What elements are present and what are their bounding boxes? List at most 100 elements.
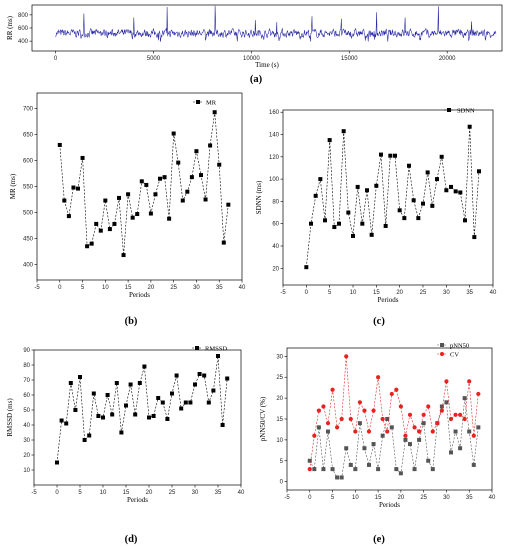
data-point-RMSSD (160, 400, 165, 405)
data-point-MR (139, 179, 144, 184)
y-tick-label: 20 (272, 266, 279, 272)
data-point-SDNN (337, 221, 341, 226)
data-point-CV (471, 433, 476, 438)
x-tick-label: 10 (350, 290, 357, 296)
data-point-MR (94, 221, 99, 226)
data-point-pNN50 (444, 400, 449, 405)
data-point-MR (103, 198, 108, 203)
x-tick-label: 0 (305, 290, 309, 296)
x-tick-label: 10 (352, 495, 359, 501)
data-point-RMSSD (151, 414, 156, 418)
x-tick-label: 35 (466, 290, 473, 296)
data-point-RMSSD (179, 406, 184, 411)
data-point-pNN50 (458, 446, 463, 451)
data-point-pNN50 (439, 404, 444, 409)
data-point-RMSSD (68, 381, 73, 385)
x-tick-label: 25 (420, 290, 427, 296)
data-point-CV (362, 408, 367, 413)
data-point-pNN50 (367, 462, 371, 467)
x-tick-label: 40 (239, 285, 246, 291)
plot-frame (33, 349, 242, 486)
y-axis-label: RMSSD (ms) (6, 398, 14, 437)
data-point-SDNN (313, 193, 318, 198)
data-point-SDNN (467, 124, 472, 129)
y-tick-label: 400 (18, 39, 29, 45)
data-point-pNN50 (467, 429, 472, 434)
data-point-CV (435, 421, 440, 426)
y-tick-label: 700 (23, 107, 34, 113)
data-point-pNN50 (430, 467, 435, 472)
data-point-RMSSD (101, 415, 105, 420)
data-point-RMSSD (55, 460, 59, 465)
data-point-pNN50 (453, 429, 458, 434)
y-tick-label: 90 (23, 348, 30, 354)
data-point-pNN50 (339, 475, 344, 480)
plot-frame (286, 347, 493, 491)
data-point-pNN50 (389, 425, 394, 430)
x-tick-label: 40 (489, 495, 496, 501)
chart-sdnn: -5 0 5 10 15 20 25 30 35 40 20 40 60 80 100 120 140 160 Pe… (255, 107, 497, 304)
data-point-pNN50 (385, 417, 390, 421)
data-point-MR (126, 192, 131, 197)
data-point-SDNN (355, 184, 360, 189)
data-point-CV (366, 429, 372, 434)
data-point-CV (453, 412, 458, 417)
data-point-RMSSD (165, 417, 170, 421)
data-point-MR (121, 253, 126, 258)
x-axis-label: Periods (379, 501, 400, 509)
data-point-CV (476, 391, 481, 397)
legend-marker (440, 352, 444, 356)
panel-label-a: (a) (250, 74, 263, 85)
x-tick-label: 10 (102, 285, 109, 291)
data-point-RMSSD (142, 364, 147, 369)
data-point-MR (162, 175, 167, 180)
data-point-SDNN (453, 189, 458, 194)
data-point-MR (71, 185, 76, 190)
data-point-pNN50 (471, 462, 476, 467)
data-point-RMSSD (64, 421, 69, 426)
data-point-CV (335, 425, 340, 430)
data-point-CV (407, 412, 413, 417)
x-tick-label: 30 (443, 495, 450, 501)
x-tick-label: 15 (125, 285, 132, 291)
data-point-SDNN (472, 235, 477, 240)
data-point-SDNN (369, 232, 374, 237)
data-point-RMSSD (59, 418, 64, 423)
data-point-pNN50 (344, 446, 349, 451)
x-tick-label: 35 (216, 285, 223, 291)
data-point-SDNN (439, 154, 444, 159)
x-tick-label: 20000 (439, 56, 456, 62)
data-point-RMSSD (170, 391, 174, 396)
data-point-pNN50 (403, 437, 408, 442)
x-axis-label: Periods (378, 296, 399, 304)
data-point-MR (107, 227, 112, 232)
y-tick-label: 30 (23, 438, 30, 444)
data-point-MR (98, 228, 103, 233)
x-tick-label: -5 (280, 290, 286, 296)
data-point-SDNN (379, 152, 383, 157)
x-tick-label: 20 (398, 495, 405, 501)
legend-label: SDNN (457, 107, 475, 114)
x-tick-label: 30 (192, 490, 199, 496)
data-point-pNN50 (321, 467, 326, 472)
data-point-pNN50 (357, 421, 362, 426)
x-tick-label: 5 (81, 285, 85, 291)
data-point-CV (439, 408, 444, 413)
x-tick-label: -5 (31, 490, 37, 496)
data-point-RMSSD (114, 381, 119, 385)
series-line-CV (309, 356, 479, 470)
data-point-CV (371, 408, 376, 413)
x-tick-label: 5000 (147, 56, 161, 62)
data-point-RMSSD (133, 412, 138, 417)
x-tick-label: 0 (58, 285, 62, 291)
data-point-pNN50 (330, 467, 335, 472)
data-point-SDNN (388, 153, 393, 158)
data-point-SDNN (463, 218, 467, 223)
y-tick-label: 40 (23, 423, 30, 429)
y-tick-label: 25 (276, 375, 283, 381)
data-point-RMSSD (225, 376, 230, 381)
y-tick-label: 60 (272, 222, 279, 228)
x-tick-label: 5 (78, 490, 82, 496)
data-point-SDNN (360, 221, 365, 226)
x-tick-label: 15 (375, 495, 382, 501)
